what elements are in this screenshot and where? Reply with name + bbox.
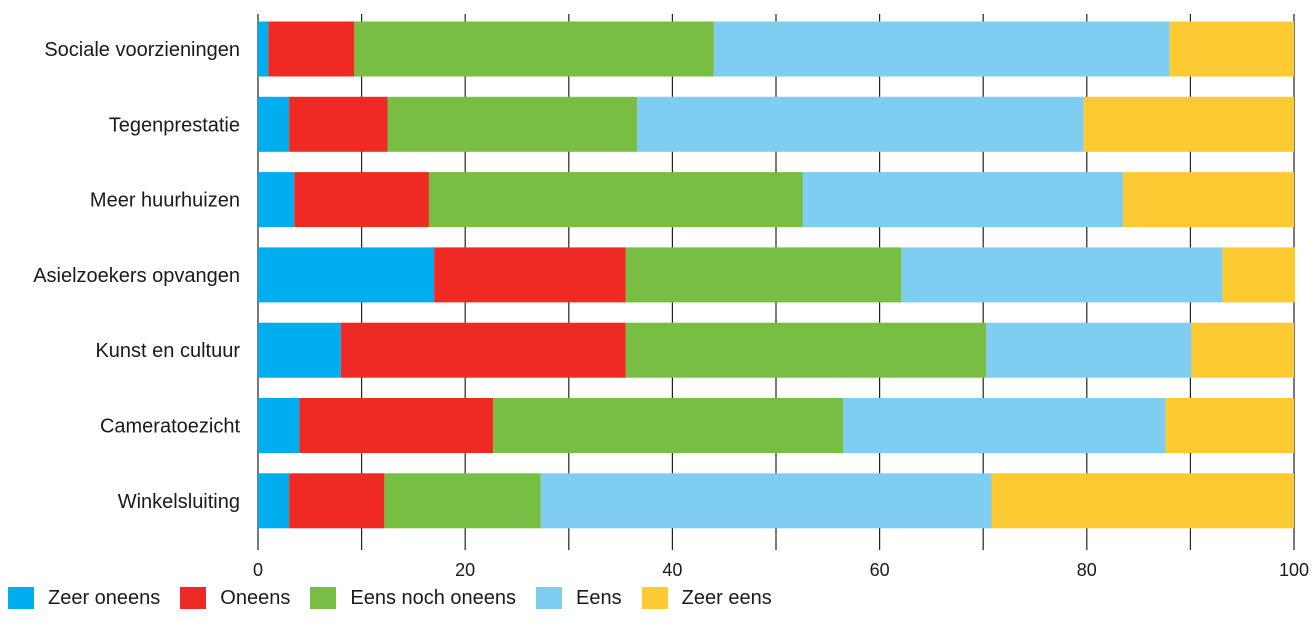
- legend: Zeer oneens Oneens Eens noch oneens Eens Zee…: [8, 580, 792, 616]
- legend-item: Zeer oneens: [8, 587, 160, 610]
- bar-segment: [991, 473, 1294, 529]
- legend-label: Oneens: [220, 586, 291, 609]
- legend-label: Zeer eens: [681, 586, 772, 609]
- bar-segment: [258, 398, 300, 453]
- legend-swatch: [310, 587, 337, 609]
- stacked-bar-chart: Sociale voorzieningen Tegenprestatie Meer …: [33, 14, 1309, 580]
- bar-segment: [258, 21, 269, 77]
- bar-segment: [637, 96, 1084, 152]
- legend-label: Eens noch oneens: [350, 586, 517, 609]
- legend-swatch: [180, 587, 207, 609]
- x-tick-label: 100: [1279, 560, 1309, 580]
- legend-swatch: [8, 587, 34, 609]
- bar-segment: [289, 96, 388, 152]
- bar-segment: [1123, 172, 1294, 228]
- bar-segment: [428, 172, 803, 228]
- bar-segment: [540, 473, 992, 529]
- legend-item: Eens noch oneens: [310, 587, 516, 610]
- x-tick-label: 20: [455, 560, 475, 580]
- bar-segment: [258, 172, 295, 228]
- bar-segment: [1191, 322, 1294, 378]
- bar-segment: [1169, 21, 1294, 77]
- x-tick-label: 0: [253, 560, 263, 580]
- bar-segment: [289, 473, 385, 529]
- bar-segment: [258, 322, 341, 378]
- category-label: Kunst en cultuur: [95, 340, 240, 362]
- bar-segment: [1222, 247, 1296, 303]
- legend-label: Zeer oneens: [48, 586, 161, 609]
- legend-swatch: [536, 587, 563, 609]
- bar-segment: [625, 247, 902, 303]
- bar-segment: [384, 473, 541, 529]
- bar-segment: [258, 96, 290, 152]
- bar-segment: [625, 322, 987, 378]
- legend-item: Zeer eens: [641, 586, 772, 610]
- bars: [258, 21, 1296, 529]
- bar-segment: [299, 398, 494, 453]
- bar-segment: [843, 398, 1166, 453]
- x-tick-label: 80: [1077, 560, 1097, 580]
- bar-segment: [986, 322, 1192, 378]
- bar-segment: [713, 21, 1170, 77]
- x-axis-ticks: 0 20 40 60 80 100: [253, 560, 1309, 580]
- legend-item: Oneens: [180, 587, 290, 610]
- bar-segment: [387, 96, 638, 152]
- bar-segment: [802, 172, 1124, 228]
- bar-segment: [1165, 398, 1294, 453]
- bar-segment: [354, 21, 714, 77]
- bar-segment: [1083, 96, 1294, 152]
- category-labels: Sociale voorzieningen Tegenprestatie Meer …: [33, 39, 240, 513]
- category-label: Winkelsluiting: [118, 491, 240, 513]
- bar-segment: [493, 398, 844, 453]
- category-label: Cameratoezicht: [100, 416, 241, 438]
- category-label: Asielzoekers opvangen: [33, 265, 240, 287]
- legend-swatch: [641, 587, 668, 609]
- bar-segment: [258, 247, 435, 303]
- legend-label: Eens: [576, 586, 622, 609]
- x-tick-label: 60: [870, 560, 890, 580]
- legend-item: Eens: [536, 587, 622, 610]
- category-label: Tegenprestatie: [109, 114, 240, 136]
- bar-segment: [294, 172, 429, 228]
- bar-segment: [901, 247, 1223, 303]
- bar-segment: [340, 322, 626, 378]
- category-label: Sociale voorzieningen: [44, 39, 240, 61]
- bar-segment: [434, 247, 626, 303]
- x-tick-label: 40: [662, 560, 682, 580]
- bar-segment: [258, 473, 290, 529]
- bar-segment: [268, 21, 355, 77]
- category-label: Meer huurhuizen: [90, 190, 240, 212]
